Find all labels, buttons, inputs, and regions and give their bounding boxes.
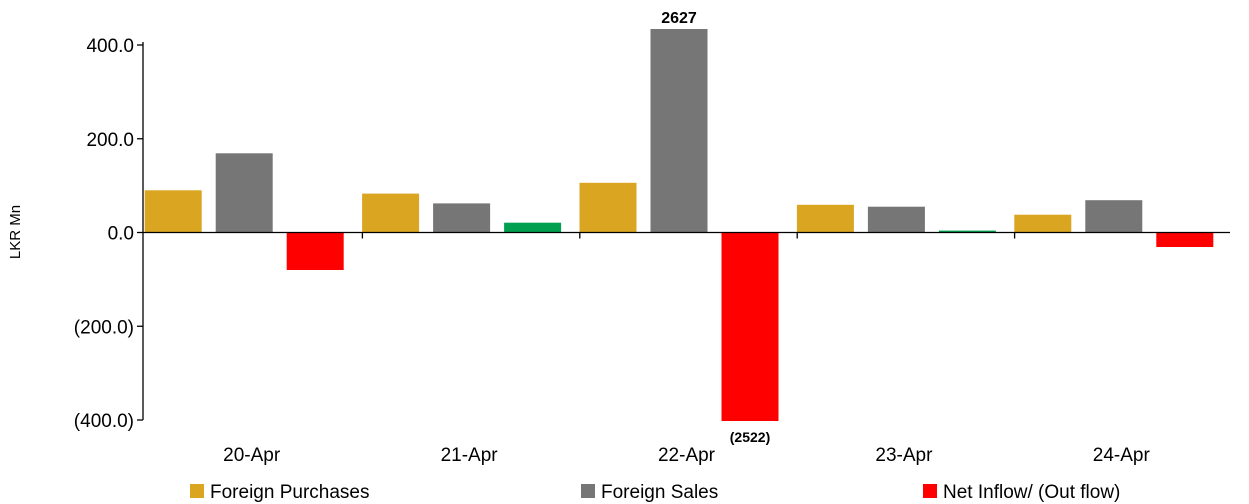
- x-tick-label: 23-Apr: [875, 445, 933, 466]
- bar-foreign-purchases-21-apr: [362, 193, 420, 233]
- legend-swatch: [923, 484, 937, 498]
- bar-foreign-sales-21-apr: [433, 203, 491, 233]
- legend-label: Foreign Purchases: [210, 482, 369, 503]
- x-tick-label: 22-Apr: [658, 445, 716, 466]
- legend-item-foreign-purchases: Foreign Purchases: [190, 482, 369, 503]
- labels-layer: 2627 (2522): [661, 10, 770, 445]
- bar-foreign-purchases-22-apr: [579, 182, 637, 233]
- y-tick-label: (400.0): [74, 411, 134, 432]
- x-tick-label: 24-Apr: [1093, 445, 1151, 466]
- legend: Foreign Purchases Foreign Sales Net Inflow…: [190, 482, 1120, 503]
- axes-layer: 400.0 200.0 0.0 (200.0) (400.0) 20-Apr 21-Apr 2…: [74, 36, 1230, 466]
- y-tick-label: 400.0: [86, 36, 134, 57]
- legend-swatch: [581, 484, 595, 498]
- legend-item-net-inflow-out-flow: Net Inflow/ (Out flow): [923, 482, 1120, 503]
- legend-label: Net Inflow/ (Out flow): [943, 482, 1120, 503]
- data-label: 2627: [661, 10, 697, 27]
- legend-swatch: [190, 484, 204, 498]
- bar-net-inflow-out-flow-23-apr: [938, 230, 996, 233]
- x-tick-label: 20-Apr: [223, 445, 281, 466]
- legend-item-foreign-sales: Foreign Sales: [581, 482, 718, 503]
- y-tick-label: 0.0: [108, 224, 134, 245]
- bar-foreign-sales-20-apr: [215, 153, 273, 233]
- bars-layer: [144, 29, 1214, 421]
- bar-foreign-sales-24-apr: [1085, 200, 1143, 233]
- bar-foreign-purchases-24-apr: [1014, 214, 1072, 233]
- bar-foreign-purchases-23-apr: [796, 204, 854, 233]
- bar-net-inflow-out-flow-20-apr: [286, 232, 344, 270]
- legend-label: Foreign Sales: [601, 482, 718, 503]
- bar-foreign-purchases-20-apr: [144, 190, 202, 233]
- y-tick-label: 200.0: [86, 130, 134, 151]
- bar-foreign-sales-22-apr: [650, 29, 708, 233]
- bar-foreign-sales-23-apr: [867, 206, 925, 233]
- bar-net-inflow-out-flow-22-apr: [721, 232, 779, 421]
- x-tick-label: 21-Apr: [441, 445, 499, 466]
- y-tick-label: (200.0): [74, 317, 134, 338]
- bar-net-inflow-out-flow-21-apr: [504, 222, 562, 233]
- bar-net-inflow-out-flow-24-apr: [1156, 232, 1214, 247]
- y-axis-title: LKR Mn: [7, 205, 24, 259]
- data-label: (2522): [730, 429, 770, 445]
